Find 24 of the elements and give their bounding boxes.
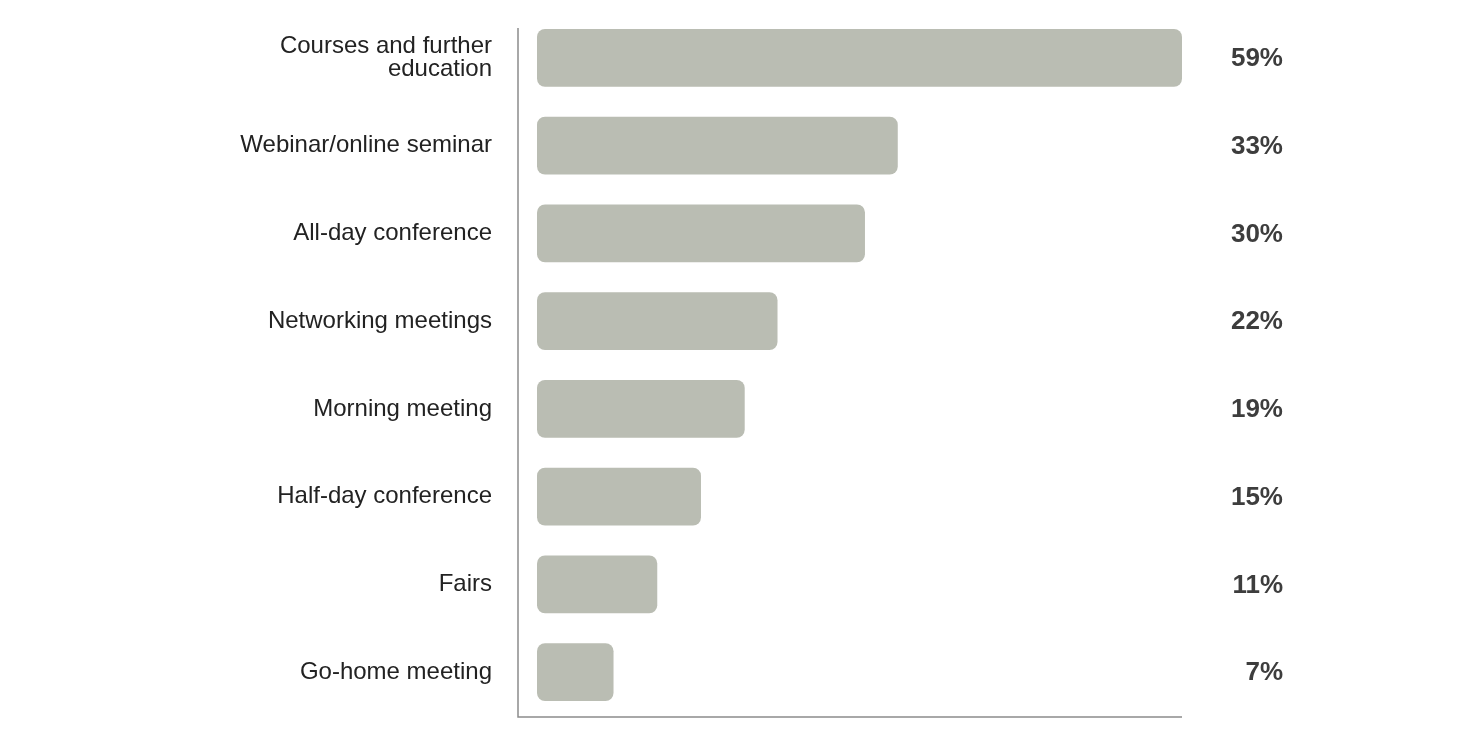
data-label: 7% <box>1245 656 1283 687</box>
y-tick-label: Fairs <box>438 569 492 596</box>
bar <box>537 643 614 702</box>
data-label: 19% <box>1230 393 1283 424</box>
y-tick-label: Networking meetings <box>267 305 492 333</box>
bar <box>537 555 658 614</box>
bar <box>537 204 865 263</box>
data-label: 33% <box>1230 129 1283 160</box>
bar <box>537 467 701 526</box>
data-label: 15% <box>1230 480 1283 511</box>
y-tick-label: Half-day conference <box>277 481 492 509</box>
bar <box>537 379 745 438</box>
y-tick-label: Webinar/online seminar <box>240 130 492 158</box>
data-label: 30% <box>1230 217 1283 248</box>
data-label: 59% <box>1230 42 1283 73</box>
bar <box>537 28 1182 87</box>
y-tick-label: Go-home meeting <box>299 656 492 684</box>
data-label: 22% <box>1230 305 1283 336</box>
y-tick-label: Morning meeting <box>313 393 492 421</box>
data-label: 11% <box>1232 568 1283 599</box>
bar <box>537 116 898 175</box>
y-tick-label: All-day conference <box>293 218 492 245</box>
y-tick-label: Courses and further education <box>279 30 493 82</box>
bar <box>537 292 778 351</box>
